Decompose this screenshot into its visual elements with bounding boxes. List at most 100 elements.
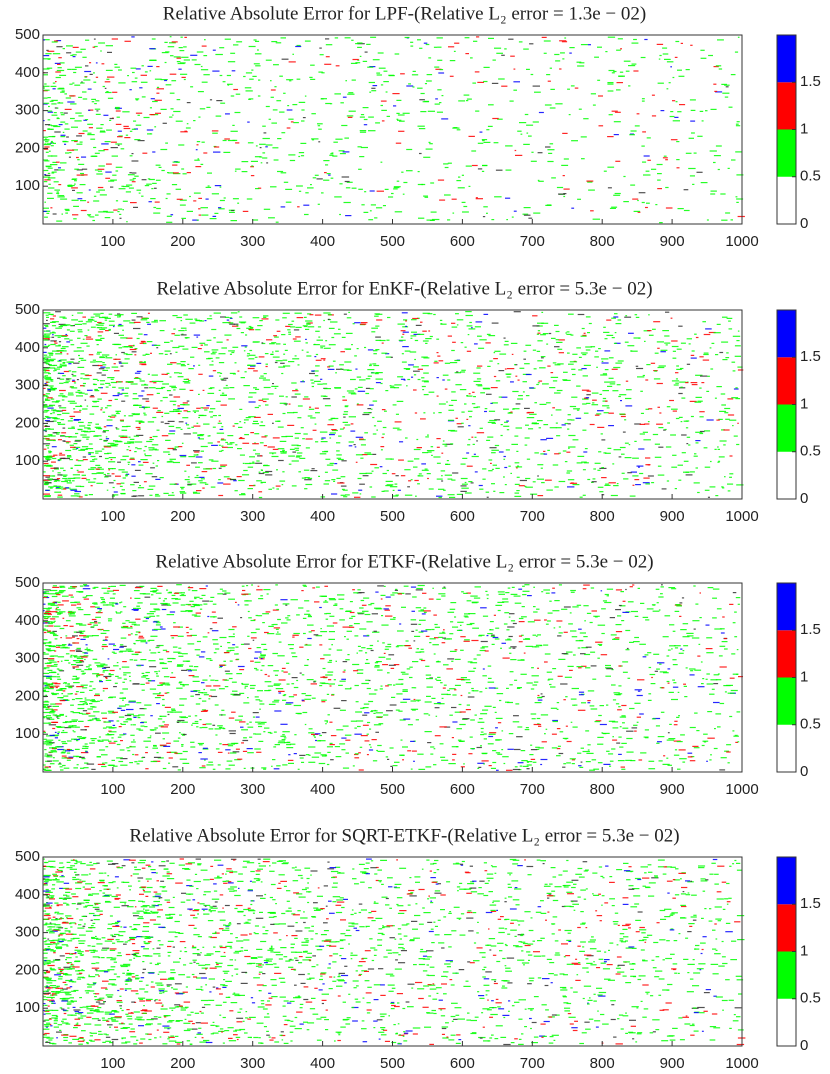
y-tick-label: 200 xyxy=(15,139,40,156)
error-speckle xyxy=(361,322,368,324)
error-speckle xyxy=(537,464,544,466)
error-speckle xyxy=(542,333,549,335)
error-speckle xyxy=(619,413,626,415)
error-speckle xyxy=(56,220,63,222)
error-speckle xyxy=(585,316,591,318)
error-speckle xyxy=(719,702,725,705)
error-speckle xyxy=(413,640,416,642)
error-speckle xyxy=(59,407,67,409)
error-speckle xyxy=(437,46,442,48)
error-speckle xyxy=(467,661,473,663)
error-speckle xyxy=(66,482,72,484)
error-speckle xyxy=(607,136,614,138)
error-speckle xyxy=(140,641,147,643)
error-speckle xyxy=(264,631,269,634)
error-speckle xyxy=(556,435,561,437)
error-speckle xyxy=(186,464,190,466)
error-speckle xyxy=(166,614,175,616)
error-speckle xyxy=(51,155,58,157)
error-speckle xyxy=(722,487,725,489)
error-speckle xyxy=(244,462,251,465)
error-speckle xyxy=(645,206,648,209)
error-speckle xyxy=(84,393,88,395)
error-speckle xyxy=(679,615,682,617)
error-speckle xyxy=(192,432,198,434)
error-speckle xyxy=(311,138,319,140)
error-speckle xyxy=(569,52,572,54)
x-tick-label: 800 xyxy=(590,508,615,525)
error-speckle xyxy=(97,379,100,382)
error-speckle xyxy=(329,434,335,436)
error-speckle xyxy=(117,392,120,394)
error-speckle xyxy=(181,669,188,671)
error-speckle xyxy=(103,664,108,666)
error-speckle xyxy=(78,361,81,363)
error-speckle xyxy=(49,632,56,634)
error-speckle xyxy=(621,472,625,474)
error-speckle xyxy=(152,100,158,103)
error-speckle xyxy=(247,121,250,123)
error-speckle xyxy=(393,387,400,389)
error-speckle xyxy=(52,470,54,472)
error-speckle xyxy=(561,41,568,43)
error-speckle xyxy=(218,444,221,446)
error-speckle xyxy=(657,82,664,84)
error-speckle xyxy=(240,643,244,645)
error-speckle xyxy=(233,88,238,91)
error-speckle xyxy=(171,41,178,43)
error-speckle xyxy=(118,381,122,383)
error-speckle xyxy=(484,408,488,410)
error-speckle xyxy=(448,404,454,406)
error-speckle xyxy=(142,152,148,154)
error-speckle xyxy=(641,100,645,102)
error-speckle xyxy=(223,476,230,478)
error-speckle xyxy=(164,79,167,82)
error-speckle xyxy=(58,454,66,456)
error-speckle xyxy=(139,363,147,365)
error-speckle xyxy=(315,365,320,367)
error-speckle xyxy=(382,642,385,644)
error-speckle xyxy=(231,711,236,713)
error-speckle xyxy=(56,433,60,435)
error-speckle xyxy=(326,693,330,695)
error-speckle xyxy=(478,347,485,349)
error-speckle xyxy=(625,70,630,72)
error-speckle xyxy=(92,688,96,690)
error-speckle xyxy=(538,380,543,382)
error-speckle xyxy=(61,432,67,434)
error-speckle xyxy=(108,461,116,463)
error-speckle xyxy=(176,198,183,200)
error-speckle xyxy=(510,342,518,344)
error-speckle xyxy=(645,408,649,410)
error-speckle xyxy=(120,436,128,438)
error-speckle xyxy=(151,321,156,323)
error-speckle xyxy=(57,102,64,104)
error-speckle xyxy=(434,360,438,362)
error-speckle xyxy=(241,683,249,685)
error-speckle xyxy=(682,650,685,652)
error-speckle xyxy=(417,700,420,702)
error-speckle xyxy=(271,41,278,43)
error-speckle xyxy=(285,702,294,704)
error-speckle xyxy=(692,620,700,622)
error-speckle xyxy=(507,638,511,640)
error-speckle xyxy=(519,122,527,124)
error-speckle xyxy=(206,405,210,407)
error-speckle xyxy=(106,425,113,427)
error-speckle xyxy=(321,437,326,439)
error-speckle xyxy=(402,333,405,335)
error-speckle xyxy=(574,87,579,89)
error-speckle xyxy=(283,353,286,355)
error-speckle xyxy=(43,369,46,371)
error-speckle xyxy=(44,343,47,346)
error-speckle xyxy=(115,441,123,443)
error-speckle xyxy=(149,611,156,613)
error-speckle xyxy=(97,170,102,172)
error-speckle xyxy=(258,79,261,81)
error-speckle xyxy=(119,419,124,421)
error-speckle xyxy=(72,480,75,482)
error-speckle xyxy=(675,417,680,420)
error-speckle xyxy=(167,661,172,663)
error-speckle xyxy=(181,168,185,170)
error-speckle xyxy=(140,683,145,685)
